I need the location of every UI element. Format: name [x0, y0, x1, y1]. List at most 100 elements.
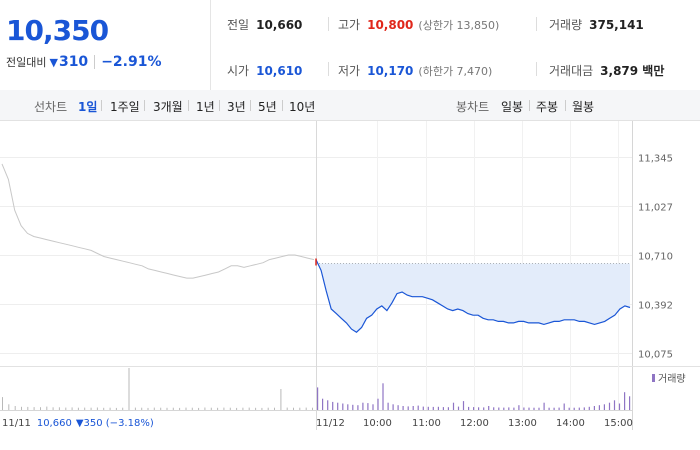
- volume-bar: [508, 407, 510, 410]
- volume-bar: [71, 407, 73, 410]
- change-row: 전일대비 ▼ 310 −2.91%: [6, 54, 162, 70]
- tab-1d[interactable]: 1일: [78, 100, 98, 114]
- volume-bar: [90, 407, 92, 410]
- volume-bar: [493, 407, 495, 410]
- divider: [536, 17, 537, 31]
- tab-10y[interactable]: 10년: [289, 100, 316, 114]
- volume-bar: [457, 406, 460, 410]
- tab-weekly[interactable]: 주봉: [536, 100, 559, 114]
- prev-day-change: ▼350 (−3.18%): [76, 418, 154, 429]
- volume-bar: [422, 406, 424, 410]
- stat-low: 저가 10,170 (하한가 7,470): [338, 62, 492, 79]
- chart-period-tabs: 선차트 1일 1주일 3개월 1년 3년 5년 10년 봉차트 일봉 주봉 월봉: [0, 90, 700, 121]
- volume-bar: [312, 407, 313, 410]
- volume-bar: [478, 407, 480, 410]
- volume-bar: [210, 407, 212, 410]
- line-chart-label: 선차트: [34, 100, 68, 114]
- legend-swatch: [652, 374, 655, 382]
- stat-value: 10,800: [367, 18, 414, 32]
- volume-bar: [332, 401, 334, 410]
- volume-bar: [317, 387, 319, 410]
- volume-bar: [52, 407, 54, 410]
- volume-bar: [518, 405, 520, 410]
- volume-bar: [128, 368, 130, 410]
- tab-1y[interactable]: 1년: [196, 100, 215, 114]
- stat-value: 10,610: [256, 64, 303, 78]
- volume-bar: [286, 407, 288, 410]
- volume-bar: [33, 407, 35, 410]
- volume-bar: [382, 383, 384, 410]
- y-tick-label: 10,075: [638, 350, 673, 361]
- volume-bar: [629, 396, 631, 410]
- stat-value: 375,141: [589, 18, 644, 32]
- stat-prev-close: 전일 10,660: [227, 16, 302, 33]
- volume-bar: [115, 407, 117, 410]
- volume-bar: [280, 389, 282, 410]
- volume-bar: [523, 407, 525, 410]
- tab-daily[interactable]: 일봉: [501, 100, 524, 114]
- volume-bar: [14, 406, 16, 410]
- volume-bar: [179, 407, 181, 410]
- x-tick-label: 10:00: [363, 418, 392, 429]
- stat-label: 시가: [227, 64, 250, 78]
- volume-bar: [299, 407, 301, 410]
- volume-bar: [217, 407, 219, 410]
- volume-bar: [432, 406, 434, 410]
- volume-bar: [533, 407, 535, 410]
- volume-bar: [613, 400, 616, 410]
- volume-bar: [141, 407, 143, 410]
- down-arrow-icon: ▼: [49, 55, 58, 69]
- volume-bar: [172, 407, 174, 410]
- volume-bar: [204, 407, 206, 410]
- volume-bar: [573, 407, 575, 410]
- volume-bar: [387, 402, 389, 410]
- volume-bar: [337, 402, 339, 410]
- volume-bar: [583, 407, 585, 410]
- stat-open: 시가 10,610: [227, 62, 302, 79]
- stats-panel: 전일 10,660 고가 10,800 (상한가 13,850) 거래량 375…: [211, 0, 700, 90]
- stat-label: 저가: [338, 64, 361, 78]
- volume-bar: [558, 407, 560, 410]
- stat-value: 10,660: [256, 18, 303, 32]
- volume-bar: [96, 407, 98, 410]
- volume-bar: [498, 407, 500, 410]
- x-tick-label: 11:00: [412, 418, 441, 429]
- prev-day-summary: 11/11 10,660 ▼350 (−3.18%): [2, 418, 154, 429]
- volume-bar: [367, 403, 369, 410]
- change-percent: −2.91%: [101, 54, 162, 70]
- divider: [282, 100, 283, 111]
- volume-bar: [578, 407, 580, 410]
- volume-bar: [407, 406, 409, 410]
- change-amount: 310: [58, 54, 89, 70]
- tab-monthly[interactable]: 월봉: [572, 100, 595, 114]
- legend-label: 거래량: [658, 373, 686, 385]
- volume-bar: [437, 406, 439, 410]
- volume-bar: [392, 404, 394, 410]
- divider: [529, 100, 530, 111]
- volume-bar: [8, 404, 10, 410]
- x-tick-label: 15:00: [604, 418, 633, 429]
- volume-bar: [223, 407, 225, 410]
- divider: [565, 100, 566, 111]
- tab-1w[interactable]: 1주일: [110, 100, 140, 114]
- divider: [250, 100, 251, 111]
- y-tick-label: 11,027: [638, 203, 673, 214]
- tab-5y[interactable]: 5년: [258, 100, 277, 114]
- stat-value: 10,170: [367, 64, 414, 78]
- volume-bar: [65, 407, 67, 410]
- tab-3m[interactable]: 3개월: [153, 100, 183, 114]
- stat-high: 고가 10,800 (상한가 13,850): [338, 16, 499, 33]
- x-tick-label: 13:00: [508, 418, 537, 429]
- prev-day-close: 10,660: [37, 418, 72, 429]
- volume-bar: [27, 406, 29, 410]
- volume-bar: [412, 406, 414, 410]
- tab-3y[interactable]: 3년: [227, 100, 246, 114]
- volume-bar: [109, 407, 111, 410]
- y-tick-label: 10,710: [638, 252, 673, 263]
- volume-bar: [293, 407, 294, 410]
- prev-day-line: [1, 163, 315, 279]
- volume-bar: [357, 405, 359, 410]
- volume-bar: [103, 407, 105, 410]
- divider: [536, 62, 537, 76]
